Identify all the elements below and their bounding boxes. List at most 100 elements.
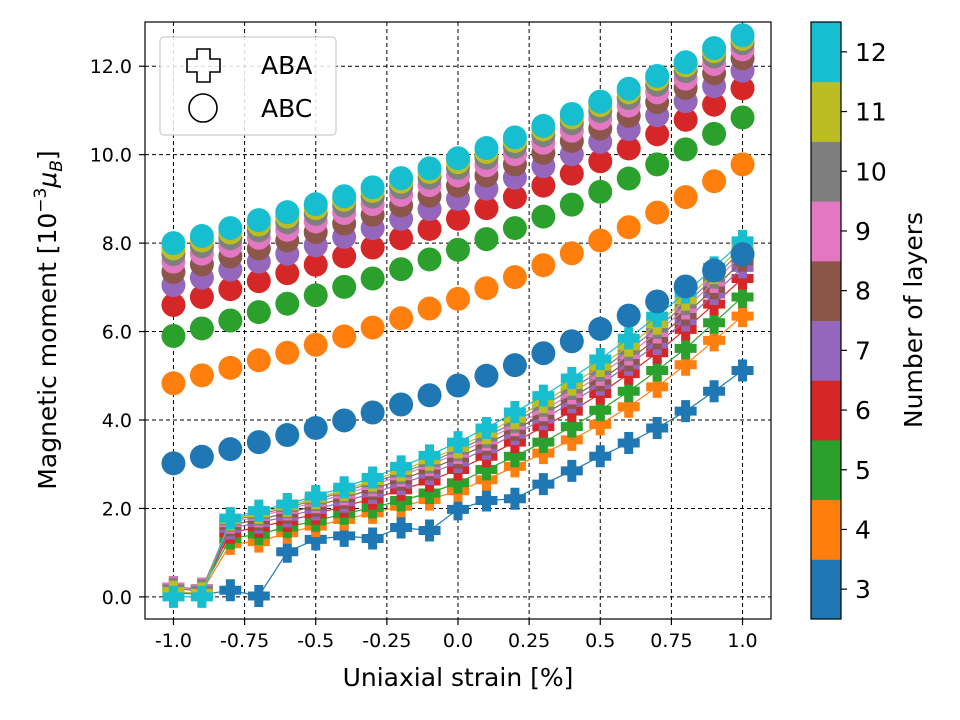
abc-circle-point xyxy=(389,166,414,191)
abc-circle-point xyxy=(303,332,328,357)
abc-circle-point xyxy=(189,316,214,341)
abc-circle-point xyxy=(502,216,527,241)
abc-circle-point xyxy=(616,76,641,101)
y-axis-label: Magnetic moment [10−3μB] xyxy=(31,150,67,489)
axis-ticks: -1.0 -0.75 -0.5 -0.25 0.0 0.25 0.5 0.75 1.0 0.0 2.… xyxy=(90,56,758,652)
abc-circle-point xyxy=(189,363,214,388)
aba-plus-point xyxy=(276,493,299,516)
y-tick-label: 10.0 xyxy=(90,145,132,167)
abc-circle-point xyxy=(246,348,271,373)
aba-plus-point xyxy=(646,359,669,382)
aba-plus-point xyxy=(190,585,213,608)
colorbar-segment xyxy=(811,320,841,381)
aba-plus-point xyxy=(617,380,640,403)
aba-plus-point xyxy=(390,516,413,539)
abc-circle-point xyxy=(246,430,271,455)
abc-circle-point xyxy=(389,392,414,417)
aba-plus-point xyxy=(560,459,583,482)
colorbar-tick-label: 6 xyxy=(855,396,871,425)
aba-plus-point xyxy=(532,442,555,465)
legend-label-aba: ABA xyxy=(261,51,312,80)
abc-circle-point xyxy=(360,315,385,340)
abc-circle-point xyxy=(275,423,300,448)
aba-plus-point xyxy=(276,540,299,563)
aba-plus-point xyxy=(617,327,640,350)
abc-circle-point xyxy=(559,329,584,354)
y-tick-label: 4.0 xyxy=(102,410,132,432)
aba-plus-point xyxy=(617,395,640,418)
abc-circle-point xyxy=(389,306,414,331)
abc-circle-point xyxy=(531,173,556,198)
abc-circle-point xyxy=(360,175,385,200)
abc-circle-point xyxy=(616,166,641,191)
abc-circle-point xyxy=(161,371,186,396)
abc-circle-point xyxy=(559,161,584,186)
aba-plus-point xyxy=(418,519,441,542)
abc-circle-point xyxy=(446,237,470,262)
colorbar-segment xyxy=(811,201,841,262)
abc-circle-point xyxy=(417,296,442,321)
aba-plus-point xyxy=(503,445,526,468)
abc-circle-point xyxy=(303,283,328,308)
abc-circle-point xyxy=(417,216,442,241)
legend-plus-marker xyxy=(186,48,221,83)
colorbar-segment xyxy=(811,380,841,441)
x-tick-label: 0.75 xyxy=(650,630,692,652)
aba-plus-point xyxy=(447,471,469,494)
abc-circle-point xyxy=(531,253,556,278)
x-tick-label: 0.5 xyxy=(585,630,615,652)
abc-circle-point xyxy=(332,244,357,269)
abc-circle-point xyxy=(702,258,727,283)
abc-circle-point xyxy=(559,241,584,266)
abc-circle-point xyxy=(474,196,499,221)
x-tick-label: -0.25 xyxy=(362,630,411,652)
colorbar-tick-label: 9 xyxy=(855,217,871,246)
abc-circle-point xyxy=(730,23,755,48)
abc-circle-point xyxy=(417,156,442,181)
aba-plus-point xyxy=(418,444,441,467)
aba-plus-point xyxy=(560,428,583,451)
colorbar: 3 4 5 6 7 8 9 10 11 12 xyxy=(811,22,887,620)
abc-circle-point xyxy=(673,107,698,132)
aba-plus-point xyxy=(532,384,555,407)
abc-circle-point xyxy=(474,227,499,252)
colorbar-tick-label: 5 xyxy=(855,456,871,485)
abc-circle-point xyxy=(645,122,670,147)
abc-circle-point xyxy=(218,355,243,380)
abc-circle-point xyxy=(360,400,385,425)
aba-plus-point xyxy=(589,413,612,436)
abc-circle-point xyxy=(417,247,442,272)
colorbar-segment xyxy=(811,559,841,620)
aba-plus-point xyxy=(219,507,242,530)
colorbar-tick-label: 11 xyxy=(855,98,887,127)
abc-circle-point xyxy=(673,274,698,299)
x-tick-label: -1.0 xyxy=(155,630,192,652)
abc-circle-point xyxy=(588,89,613,114)
abc-circle-point xyxy=(275,291,300,316)
y-axis-label-main: Magnetic moment [10 xyxy=(33,213,62,490)
aba-plus-point xyxy=(247,499,270,522)
aba-plus-point xyxy=(475,416,498,439)
abc-circle-point xyxy=(189,285,214,310)
aba-plus-point xyxy=(703,380,726,403)
aba-plus-point xyxy=(304,485,327,508)
abc-circle-point xyxy=(502,353,527,378)
y-axis-label-subscript: B xyxy=(47,160,67,172)
x-tick-label: 0.25 xyxy=(508,630,550,652)
abc-circle-point xyxy=(446,286,470,311)
abc-circle-point xyxy=(702,92,727,117)
colorbar-tick-label: 7 xyxy=(855,336,871,365)
abc-circle-point xyxy=(616,303,641,328)
aba-plus-point xyxy=(674,337,697,360)
abc-circle-point xyxy=(218,216,243,241)
colorbar-tick-label: 3 xyxy=(855,575,871,604)
aba-plus-point xyxy=(646,375,669,398)
aba-plus-point xyxy=(560,415,583,438)
colorbar-segment xyxy=(811,22,841,83)
aba-plus-point xyxy=(475,489,498,512)
y-tick-label: 12.0 xyxy=(90,56,132,78)
aba-plus-point xyxy=(390,455,413,478)
colorbar-tick-label: 10 xyxy=(855,157,887,186)
aba-plus-point xyxy=(304,528,327,551)
abc-circle-point xyxy=(559,101,584,126)
